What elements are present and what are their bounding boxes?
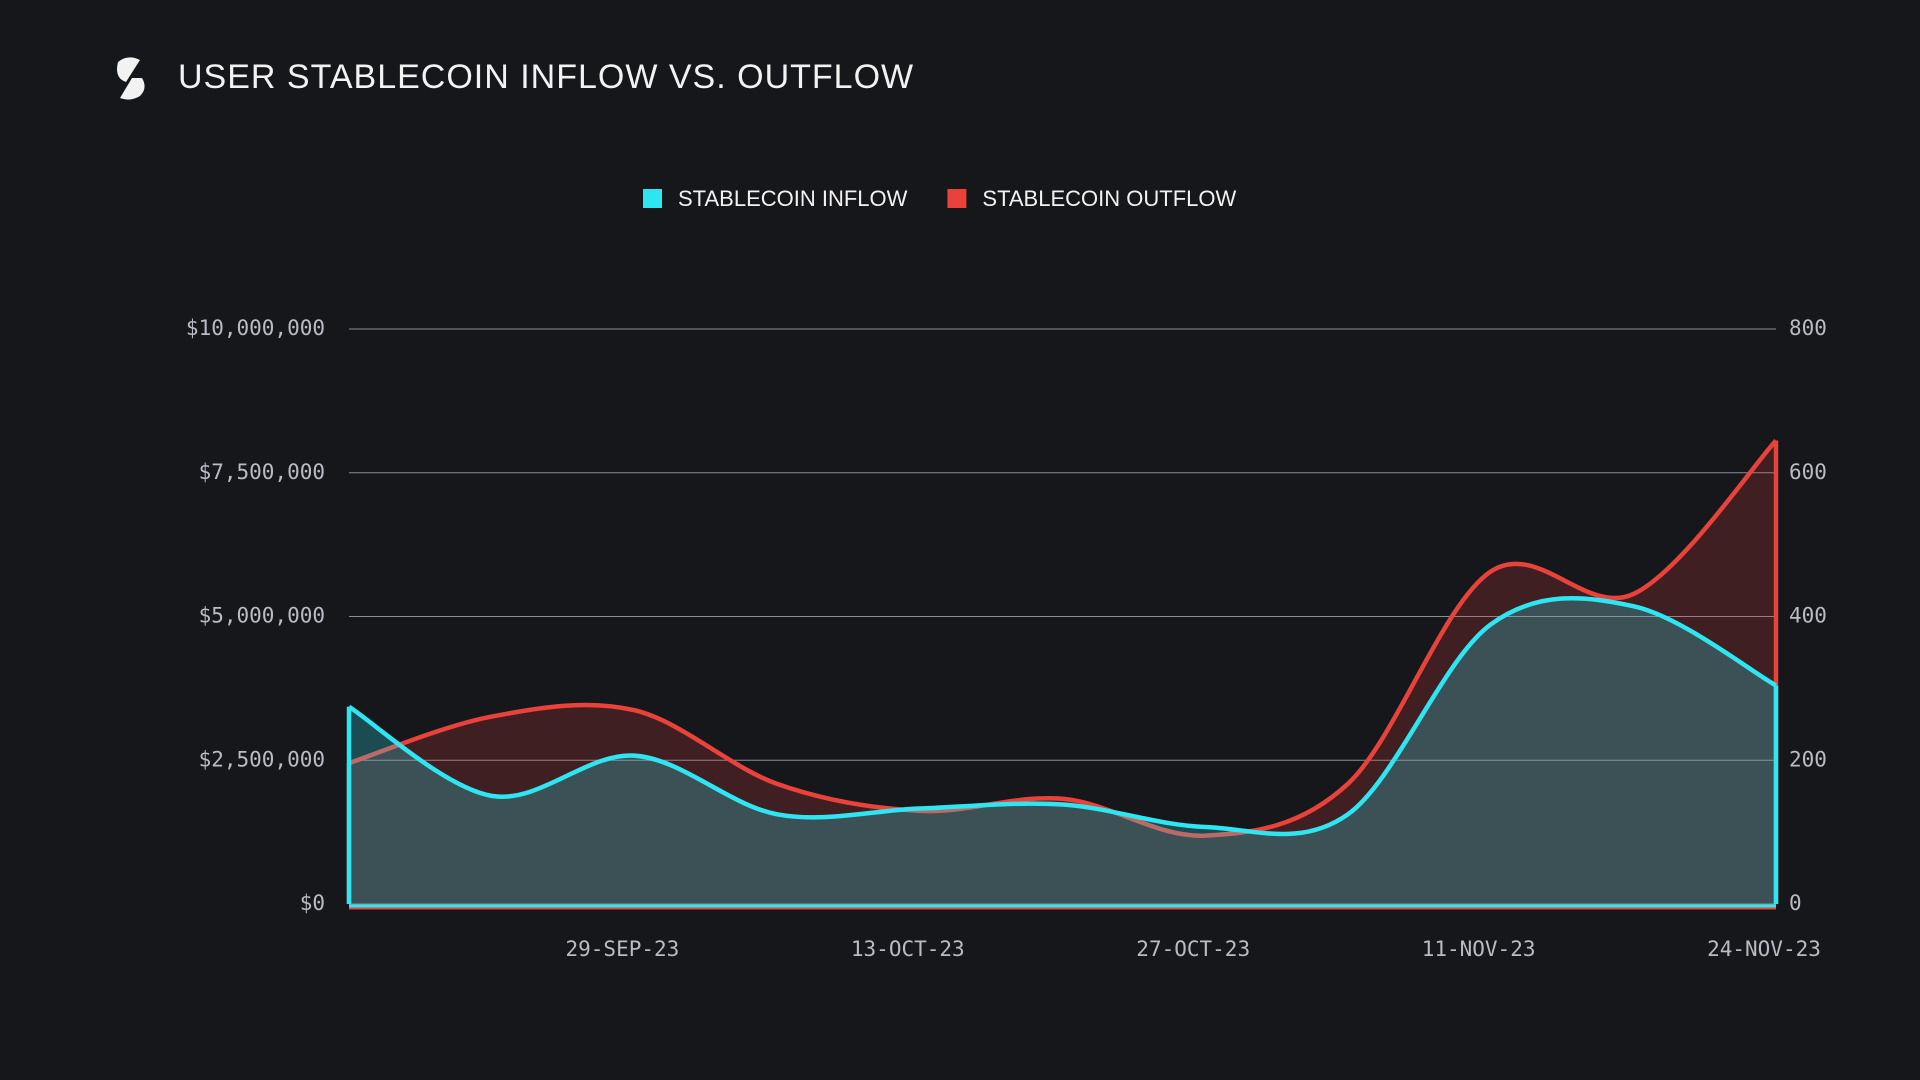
chart-title: USER STABLECOIN INFLOW VS. OUTFLOW bbox=[178, 58, 914, 96]
y-tick-label: $2,500,000 bbox=[199, 747, 325, 771]
x-tick-label: 29-SEP-23 bbox=[566, 937, 680, 961]
x-tick-label: 13-OCT-23 bbox=[851, 937, 965, 961]
y-tick-label: $10,000,000 bbox=[186, 316, 325, 340]
y-tick-label: $0 bbox=[300, 891, 325, 915]
legend-swatch bbox=[643, 189, 662, 208]
y2-tick-label: 0 bbox=[1789, 891, 1802, 915]
y2-tick-label: 800 bbox=[1789, 316, 1827, 340]
y2-tick-label: 600 bbox=[1789, 460, 1827, 484]
area bbox=[349, 598, 1776, 904]
y2-tick-label: 400 bbox=[1789, 604, 1827, 628]
logo bbox=[117, 57, 145, 100]
legend-label: STABLECOIN OUTFLOW bbox=[982, 186, 1236, 211]
x-tick-label: 24-NOV-23 bbox=[1707, 937, 1821, 961]
line bbox=[347, 596, 1778, 837]
line bbox=[348, 439, 1778, 838]
y2-tick-label: 200 bbox=[1789, 747, 1827, 771]
legend-swatch bbox=[947, 189, 967, 208]
area bbox=[349, 440, 1776, 904]
y-tick-label: $5,000,000 bbox=[199, 604, 325, 628]
x-tick-label: 11-NOV-23 bbox=[1422, 937, 1536, 961]
x-tick-label: 27-OCT-23 bbox=[1136, 937, 1250, 961]
legend-label: STABLECOIN INFLOW bbox=[678, 186, 908, 211]
y-tick-label: $7,500,000 bbox=[199, 460, 325, 484]
